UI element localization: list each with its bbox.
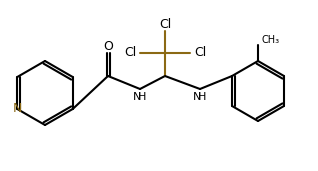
Text: H: H — [138, 92, 146, 102]
Text: Cl: Cl — [194, 47, 206, 60]
Text: Cl: Cl — [124, 47, 136, 60]
Text: N: N — [13, 102, 22, 115]
Text: Cl: Cl — [159, 17, 171, 30]
Text: N: N — [193, 92, 201, 102]
Text: CH₃: CH₃ — [261, 35, 279, 45]
Text: H: H — [198, 92, 206, 102]
Text: O: O — [103, 40, 113, 52]
Text: N: N — [133, 92, 141, 102]
